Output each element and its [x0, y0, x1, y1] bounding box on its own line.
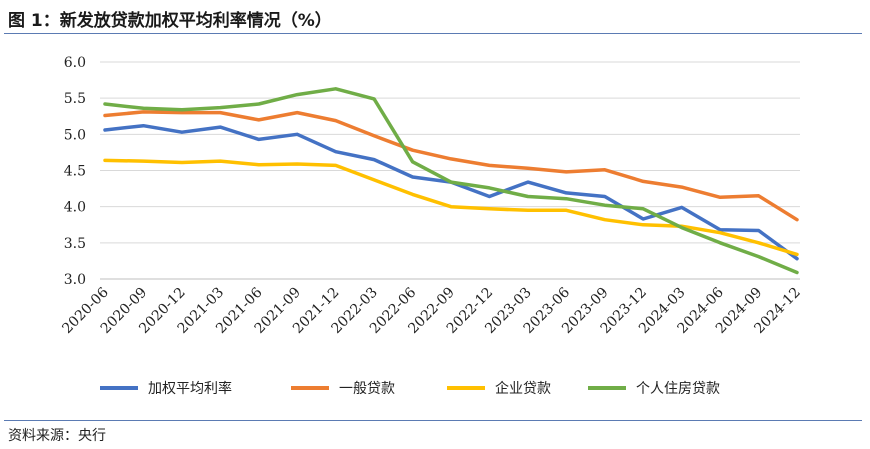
series-lines [103, 87, 799, 275]
gridlines [100, 61, 800, 244]
top-rule [4, 33, 862, 34]
legend-label: 一般贷款 [339, 381, 395, 397]
legend-label: 个人住房贷款 [636, 381, 720, 397]
y-tick-label: 4.0 [64, 200, 86, 216]
bottom-rule [4, 420, 862, 421]
series-line-3 [103, 87, 799, 275]
source-note: 资料来源：央行 [8, 428, 106, 444]
legend-label: 加权平均利率 [148, 380, 232, 397]
series-line-0 [103, 123, 799, 261]
legend-label: 企业贷款 [495, 380, 551, 397]
y-tick-label: 3.0 [64, 272, 86, 288]
chart-title: 图 1：新发放贷款加权平均利率情况（%） [8, 11, 332, 31]
y-tick-label: 3.5 [64, 236, 86, 252]
y-tick-label: 4.5 [64, 164, 86, 180]
line-chart: 3.0 3.5 4.0 4.5 5.0 5.5 6.0 2020-062020-092020… [59, 55, 803, 397]
legend: 加权平均利率 一般贷款 企业贷款 个人住房贷款 [100, 380, 720, 397]
y-tick-label: 5.5 [64, 91, 86, 107]
series-line-2 [103, 158, 799, 257]
series-line-1 [103, 110, 799, 222]
y-tick-label: 6.0 [64, 55, 86, 71]
y-tick-label: 5.0 [64, 127, 86, 143]
x-axis-ticks: 2020-062020-092020-122021-032021-062021-… [59, 284, 803, 337]
y-axis-ticks: 3.0 3.5 4.0 4.5 5.0 5.5 6.0 [64, 55, 86, 288]
